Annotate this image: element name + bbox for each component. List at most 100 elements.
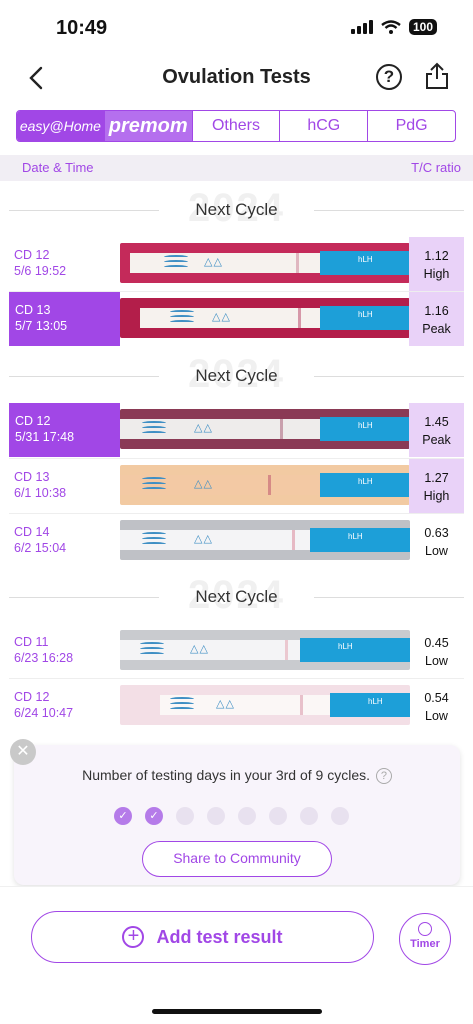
test-datetime: 5/7 13:05 xyxy=(15,319,68,333)
ratio-value: 0.54 xyxy=(424,691,449,705)
test-strip-image: △△ hLH xyxy=(120,465,410,505)
strip-label: hLH xyxy=(358,255,373,264)
test-row[interactable]: CD 12 6/24 10:47 △△ hLH 0.54 Low xyxy=(0,679,473,733)
test-date-cell: CD 14 6/2 15:04 xyxy=(0,514,120,568)
test-row[interactable]: CD 13 5/7 13:05 △△ hLH 1.16 Peak xyxy=(0,292,473,346)
test-datetime: 5/6 19:52 xyxy=(14,264,67,278)
ratio-value: 1.27 xyxy=(424,471,449,485)
testing-days-popup: ✕ Number of testing days in your 3rd of … xyxy=(10,739,460,885)
close-icon: ✕ xyxy=(16,743,30,760)
cycle-label: Next Cycle xyxy=(195,200,278,219)
tab-pdg[interactable]: PdG xyxy=(395,117,428,134)
cycle-year: 2024 xyxy=(188,352,285,396)
cycle-label: Next Cycle xyxy=(195,587,278,606)
cycle-day: CD 13 xyxy=(15,303,51,317)
cycle-divider: 2024 Next Cycle xyxy=(0,573,473,617)
wave-icon xyxy=(142,532,168,548)
progress-dot xyxy=(176,807,194,825)
strip-label: hLH xyxy=(358,310,373,319)
bottom-bar: + Add test result Timer xyxy=(0,886,473,1024)
tc-ratio-header: T/C ratio xyxy=(411,160,461,175)
popup-text: Number of testing days in your 3rd of 9 … xyxy=(82,767,371,783)
strip-label: hLH xyxy=(358,421,373,430)
timer-button[interactable]: Timer xyxy=(399,913,451,965)
ratio-level: High xyxy=(423,267,450,281)
tc-ratio-cell: 0.63 Low xyxy=(409,514,464,568)
tc-ratio-cell: 1.16 Peak xyxy=(409,292,464,346)
back-button[interactable] xyxy=(22,62,50,94)
check-icon: ✓ xyxy=(145,807,163,825)
check-icon: ✓ xyxy=(114,807,132,825)
ratio-level: Low xyxy=(425,709,448,723)
test-datetime: 6/24 10:47 xyxy=(14,706,74,720)
add-test-result-label: Add test result xyxy=(156,926,283,947)
testing-days-progress: ✓ ✓ xyxy=(114,807,349,825)
help-button[interactable]: ? xyxy=(376,64,402,90)
test-row[interactable]: CD 11 6/23 16:28 △△ hLH 0.45 Low xyxy=(0,624,473,678)
progress-dot xyxy=(238,807,256,825)
cycle-day: CD 12 xyxy=(14,248,50,262)
test-date-cell: CD 12 5/6 19:52 xyxy=(0,237,120,291)
battery-icon: 100 xyxy=(408,19,437,35)
chevron-left-icon xyxy=(29,66,43,90)
column-header: Date & Time T/C ratio xyxy=(0,155,473,181)
share-to-community-button[interactable]: Share to Community xyxy=(142,841,332,877)
help-icon[interactable]: ? xyxy=(375,768,392,785)
cycle-divider: 2024 Next Cycle xyxy=(0,352,473,396)
add-test-result-button[interactable]: + Add test result xyxy=(31,911,374,963)
test-strip-image: △△ hLH xyxy=(120,409,410,449)
test-strip-image: △△ hLH xyxy=(120,520,410,560)
tab-easy-at-home[interactable]: easy@Home xyxy=(17,111,105,141)
wave-icon xyxy=(142,477,168,493)
test-row[interactable]: CD 13 6/1 10:38 △△ hLH 1.27 High xyxy=(0,459,473,513)
header: Ovulation Tests ? xyxy=(0,56,473,100)
test-strip-image: △△ hLH xyxy=(120,685,410,725)
test-date-cell: CD 13 6/1 10:38 xyxy=(0,459,120,513)
cellular-signal-icon xyxy=(350,20,373,34)
test-datetime: 6/2 15:04 xyxy=(14,541,67,555)
ratio-level: Peak xyxy=(422,322,451,336)
test-row[interactable]: CD 14 6/2 15:04 △△ hLH 0.63 Low xyxy=(0,514,473,568)
tc-ratio-cell: 1.27 High xyxy=(409,459,464,513)
clock-icon xyxy=(418,922,432,936)
tc-ratio-cell: 0.54 Low xyxy=(409,679,464,733)
share-icon xyxy=(426,62,448,89)
test-strip-image: △△ hLH xyxy=(120,630,410,670)
strip-label: hLH xyxy=(348,532,363,541)
wifi-icon xyxy=(381,20,401,34)
date-time-header: Date & Time xyxy=(22,160,94,175)
progress-dot xyxy=(300,807,318,825)
ratio-level: Low xyxy=(425,544,448,558)
test-row[interactable]: CD 12 5/6 19:52 △△ hLH 1.12 High xyxy=(0,237,473,291)
popup-message: Number of testing days in your 3rd of 9 … xyxy=(14,767,460,785)
tab-hcg[interactable]: hCG xyxy=(280,111,369,141)
ratio-level: Low xyxy=(425,654,448,668)
tab-others[interactable]: Others xyxy=(193,111,281,141)
brand-tabs: easy@Home premom Others hCG PdG xyxy=(16,110,456,142)
close-button[interactable]: ✕ xyxy=(10,739,36,765)
ratio-value: 1.16 xyxy=(424,304,449,318)
status-bar: 10:49 100 xyxy=(0,0,473,56)
status-icons: 100 xyxy=(350,19,437,35)
page-title: Ovulation Tests xyxy=(162,66,311,88)
test-date-cell: CD 12 5/31 17:48 xyxy=(9,403,120,457)
test-date-cell: CD 13 5/7 13:05 xyxy=(9,292,120,346)
progress-dot xyxy=(331,807,349,825)
plus-circle-icon: + xyxy=(122,926,145,948)
tab-premom[interactable]: premom xyxy=(104,111,193,141)
status-time: 10:49 xyxy=(56,17,108,39)
cycle-day: CD 13 xyxy=(14,470,50,484)
test-row[interactable]: CD 12 5/31 17:48 △△ hLH 1.45 Peak xyxy=(0,403,473,457)
cycle-year: 2024 xyxy=(188,186,285,230)
ratio-value: 1.12 xyxy=(424,249,449,263)
strip-label: hLH xyxy=(338,642,353,651)
timer-label: Timer xyxy=(410,938,440,950)
tc-ratio-cell: 1.12 High xyxy=(409,237,464,291)
share-button[interactable] xyxy=(424,62,452,92)
cycle-year: 2024 xyxy=(188,573,285,617)
wave-icon xyxy=(170,697,196,713)
test-strip-image: △△ hLH xyxy=(120,298,410,338)
tc-ratio-cell: 0.45 Low xyxy=(409,624,464,678)
progress-dot xyxy=(269,807,287,825)
progress-dot xyxy=(207,807,225,825)
